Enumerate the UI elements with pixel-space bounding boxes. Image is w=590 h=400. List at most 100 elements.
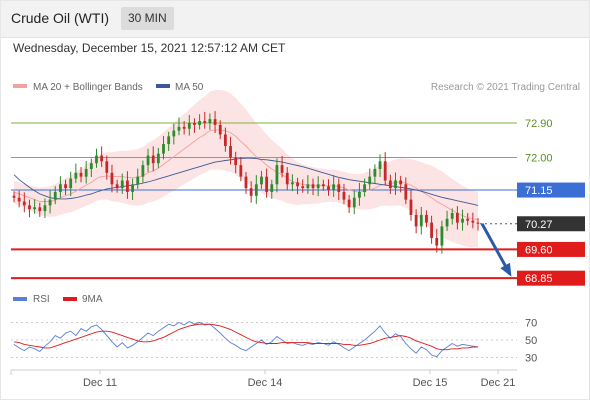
rsi-tick-label-2: 30 [525,353,537,365]
candle-body [110,172,114,185]
candle-body [388,180,392,189]
candle-body [48,199,52,206]
candle-body [64,184,67,189]
candle-body [265,176,269,192]
candle-body [285,172,289,185]
price-panel: 72.90 72.00 71.15 70.27 69.60 68.85 [11,90,585,286]
candle-body [450,213,454,219]
candle-body [151,155,155,164]
legend-swatch-ma50 [156,84,170,88]
legend-swatch-bollinger [13,84,27,88]
candle-body [435,237,439,246]
candle-body [146,155,150,166]
candle-body [213,119,217,125]
candle-body [363,184,366,192]
x-axis: Dec 11 Dec 14 Dec 15 Dec 21 [10,370,516,389]
candle-body [419,214,423,227]
candle-body [332,184,336,191]
candle-body [368,176,372,185]
candle-body [198,121,202,125]
candle-body [301,186,305,189]
timestamp: Wednesday, December 15, 2021 12:57:12 AM… [13,41,286,55]
candle-body [38,207,42,212]
x-tick-label-1: Dec 14 [248,377,283,389]
candle-body [352,197,356,208]
candle-body [58,184,62,192]
candle-body [162,144,165,154]
candle-body [373,168,377,177]
candle-body [172,130,176,137]
legend-swatch-9ma [63,297,77,301]
rsi-panel: 70 50 30 [11,317,537,365]
candle-body [105,161,109,173]
candle-body [100,155,104,162]
level-tag-3 [517,216,585,232]
level-tag-4 [517,241,585,257]
candle-body [12,195,16,198]
candle-body [378,161,382,169]
level-label-2: 71.15 [525,185,553,197]
chart-credit: Research © 2021 Trading Central [431,82,580,93]
candle-body [347,199,351,208]
candle-body [290,182,294,185]
legend-label-ma50: MA 50 [175,82,204,93]
candle-body [156,153,160,164]
candle-body [461,218,464,223]
candle-body [177,126,181,131]
candle-body [254,184,258,196]
rsi-series-9ma [13,323,478,351]
candle-body [89,163,93,169]
candle-body [218,124,222,135]
candle-body [234,157,238,166]
x-tick-label-2: Dec 15 [413,377,448,389]
level-label-4: 69.60 [525,244,553,256]
candle-body [229,145,232,158]
level-label-0: 72.90 [525,118,553,130]
candle-body [167,136,171,145]
candle-body [187,122,191,129]
rsi-tick-label-0: 70 [525,317,537,329]
candle-body [311,184,315,189]
candle-body [115,184,119,189]
level-label-5: 68.85 [525,273,553,285]
candle-body [296,182,299,187]
candle-body [306,184,310,189]
candle-body [455,213,459,223]
x-tick-label-0: Dec 11 [83,377,117,389]
level-tag-5 [517,270,585,286]
candle-body [260,176,263,185]
forecast-arrow-head [500,262,512,277]
candle-body [337,184,341,192]
candle-body [321,184,325,187]
candle-body [476,222,480,224]
candle-body [425,214,428,223]
candle-body [131,184,134,192]
candle-body [239,165,243,177]
candle-body [126,180,129,192]
level-label-3: 70.27 [525,219,553,231]
candle-body [466,218,470,221]
header-bar: Crude Oil (WTI) 30 MIN [0,0,590,38]
candle-body [383,161,387,181]
candle-body [120,180,124,189]
candle-body [28,205,31,210]
candle-body [74,172,78,179]
candle-body [280,165,284,173]
candle-body [342,191,346,200]
level-label-1: 72.00 [525,152,553,164]
candle-body [394,180,397,189]
candle-body [249,188,253,196]
candle-body [203,121,207,123]
rsi-tick-label-1: 50 [525,335,537,347]
candle-body [53,191,57,200]
legend-label-bollinger: MA 20 + Bollinger Bands [33,82,143,93]
x-tick-label-3: Dec 21 [481,377,516,389]
interval-badge[interactable]: 30 MIN [121,7,174,30]
candle-body [79,172,83,177]
bollinger-band [14,90,478,248]
instrument-title: Crude Oil (WTI) [11,10,109,26]
candle-body [440,226,444,246]
candle-body [399,180,403,185]
legend-label-rsi: RSI [33,294,50,305]
